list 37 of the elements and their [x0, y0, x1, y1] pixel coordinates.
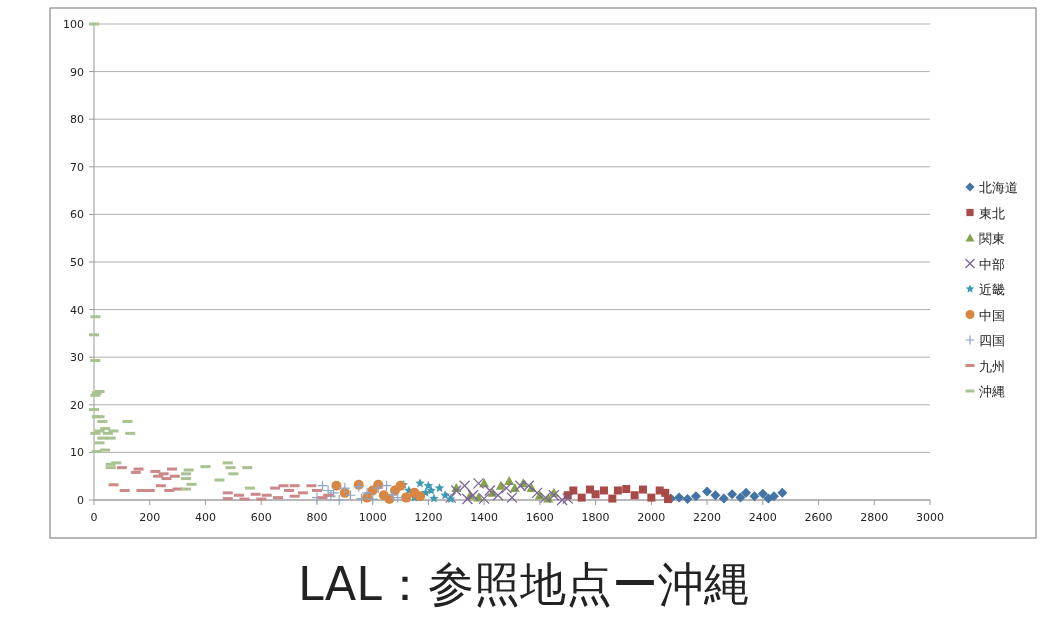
legend-label: 関東: [979, 231, 1005, 246]
y-tick-label: 0: [77, 494, 84, 507]
x-tick-label: 800: [306, 511, 328, 524]
legend-label: 近畿: [979, 282, 1005, 297]
y-tick-label: 10: [70, 446, 84, 460]
x-tick-label: 2000: [637, 511, 666, 524]
x-tick-label: 200: [139, 511, 161, 524]
x-tick-label: 1400: [470, 511, 499, 524]
y-tick-label: 90: [70, 65, 84, 79]
legend-label: 沖縄: [979, 384, 1005, 399]
x-tick-label: 2200: [693, 511, 722, 524]
y-tick-label: 30: [70, 351, 84, 365]
y-tick-label: 40: [70, 303, 84, 317]
x-tick-label: 3000: [916, 511, 944, 524]
legend-label: 九州: [979, 358, 1005, 374]
x-tick-label: 2400: [748, 511, 777, 524]
legend-label: 北海道: [979, 180, 1018, 195]
legend-label: 東北: [979, 205, 1005, 221]
y-tick-label: 100: [63, 18, 84, 31]
x-tick-label: 0: [90, 511, 98, 524]
y-tick-label: 60: [70, 208, 84, 222]
x-tick-label: 1200: [414, 511, 443, 524]
x-tick-label: 1000: [358, 511, 387, 524]
x-tick-label: 1800: [581, 511, 610, 524]
text: LAL：参照地点ー沖縄: [298, 557, 750, 611]
legend-label: 中部: [979, 256, 1005, 272]
x-tick-label: 2600: [804, 511, 833, 524]
y-tick-label: 70: [70, 160, 84, 174]
y-tick-label: 20: [70, 398, 84, 412]
y-tick-label: 80: [70, 113, 84, 127]
legend-label: 四国: [979, 333, 1005, 348]
y-tick-label: 50: [70, 256, 84, 269]
x-tick-label: 2800: [860, 511, 889, 524]
x-tick-label: 400: [194, 511, 216, 524]
legend-label: 中国: [979, 307, 1005, 323]
x-tick-label: 1600: [525, 511, 554, 524]
x-tick-label: 600: [250, 511, 272, 524]
